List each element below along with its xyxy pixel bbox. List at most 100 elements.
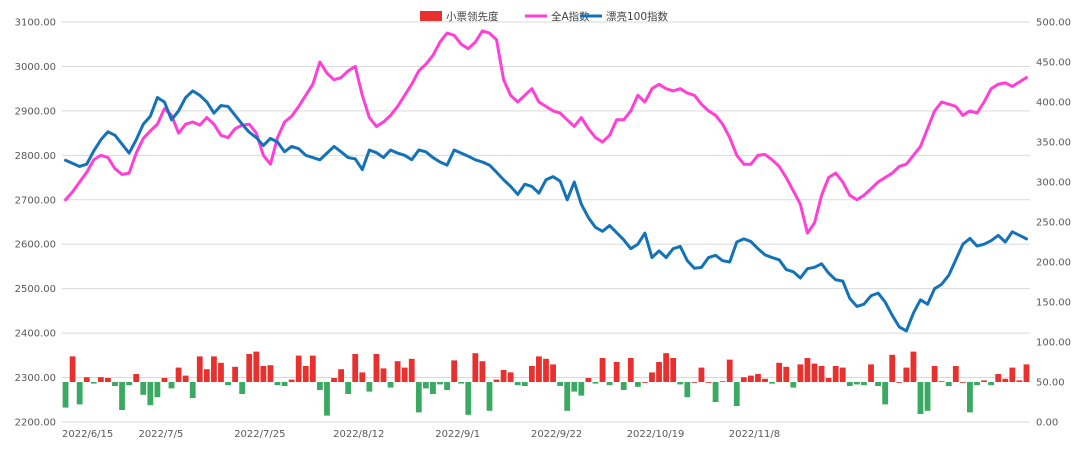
bar	[585, 378, 592, 382]
bar	[924, 382, 931, 411]
bar	[557, 382, 564, 386]
bar	[451, 360, 458, 382]
bar	[783, 366, 790, 382]
bar	[189, 382, 196, 398]
bar	[988, 382, 995, 386]
bar	[387, 382, 394, 388]
y-right-tick-label: 250.00	[1036, 218, 1071, 229]
bar	[599, 358, 606, 382]
bar	[981, 380, 987, 382]
bar	[959, 382, 966, 383]
bar	[281, 382, 288, 386]
bar	[974, 382, 980, 386]
bar	[472, 353, 479, 382]
chart-legend: 小票领先度 全A指数 漂亮100指数	[420, 10, 669, 23]
series-line-quan-a	[64, 29, 1028, 235]
bar	[811, 363, 818, 382]
bar	[168, 382, 175, 389]
bar	[698, 367, 705, 382]
y-right-tick-label: 450.00	[1036, 58, 1071, 69]
bar	[543, 358, 549, 382]
bar	[952, 366, 959, 382]
x-tick-label: 2022/7/5	[138, 429, 183, 440]
bar	[507, 372, 514, 382]
bar	[917, 382, 924, 414]
bar	[670, 358, 677, 382]
bar	[755, 374, 761, 382]
bar	[613, 362, 620, 382]
bar	[1023, 364, 1030, 382]
bar	[196, 356, 203, 382]
bar	[627, 358, 634, 382]
bar	[889, 354, 896, 382]
bar	[380, 368, 387, 382]
bar	[967, 382, 973, 413]
bar	[140, 382, 147, 395]
bar	[430, 382, 436, 394]
bar	[274, 382, 281, 386]
x-tick-label: 2022/8/12	[333, 429, 384, 440]
bar	[239, 382, 246, 394]
bar	[521, 382, 528, 386]
y-left-tick-label: 2800.00	[15, 151, 56, 162]
bar	[945, 382, 952, 386]
bar	[437, 382, 443, 385]
bar	[345, 382, 352, 394]
bar	[536, 356, 542, 382]
x-tick-label: 2022/9/22	[531, 429, 582, 440]
bar	[769, 382, 775, 384]
bar	[634, 382, 641, 387]
bar	[465, 382, 472, 415]
bar	[705, 382, 712, 383]
axis-layer: 2200.00 2300.00 2400.00 2500.00 2600.00 2700.…	[15, 18, 1071, 441]
bar	[832, 366, 839, 382]
y-left-tick-label: 2600.00	[15, 240, 56, 251]
bar	[260, 366, 267, 382]
y-left-tick-label: 3000.00	[15, 62, 56, 73]
y-left-tick-label: 2300.00	[15, 373, 56, 384]
bar	[1009, 367, 1016, 382]
bar	[514, 382, 521, 386]
bar	[415, 382, 422, 413]
y-right-tick-label: 0.00	[1036, 418, 1058, 429]
bar	[748, 375, 754, 382]
bar	[154, 382, 161, 398]
bar	[126, 382, 133, 386]
y-left-tick-label: 3100.00	[15, 18, 56, 29]
legend-label: 小票领先度	[446, 10, 499, 23]
bar	[359, 372, 366, 382]
bar	[875, 382, 881, 386]
bar	[493, 379, 500, 382]
bar	[861, 382, 867, 386]
bar	[1016, 380, 1023, 382]
bar	[486, 382, 493, 411]
bar	[903, 367, 910, 382]
bar	[868, 364, 874, 382]
bar	[910, 351, 917, 382]
bar	[846, 382, 853, 386]
bar	[295, 355, 302, 382]
bar	[726, 359, 733, 382]
bar	[853, 382, 860, 385]
bar	[776, 362, 783, 382]
bar	[500, 370, 507, 382]
x-tick-label: 2022/7/25	[234, 429, 285, 440]
bar	[656, 362, 662, 382]
bar	[592, 382, 599, 384]
bar	[175, 367, 182, 382]
x-tick-label: 2022/9/1	[435, 429, 480, 440]
bar	[225, 382, 231, 386]
bar	[663, 353, 670, 382]
bar	[352, 354, 359, 382]
y-left-tick-label: 2400.00	[15, 329, 56, 340]
bar	[825, 378, 832, 382]
bar	[302, 366, 309, 382]
bar	[76, 382, 83, 405]
bar	[804, 358, 811, 382]
bar	[83, 377, 90, 382]
bar	[691, 382, 698, 383]
y-right-tick-label: 500.00	[1036, 18, 1071, 29]
bar	[444, 382, 450, 390]
